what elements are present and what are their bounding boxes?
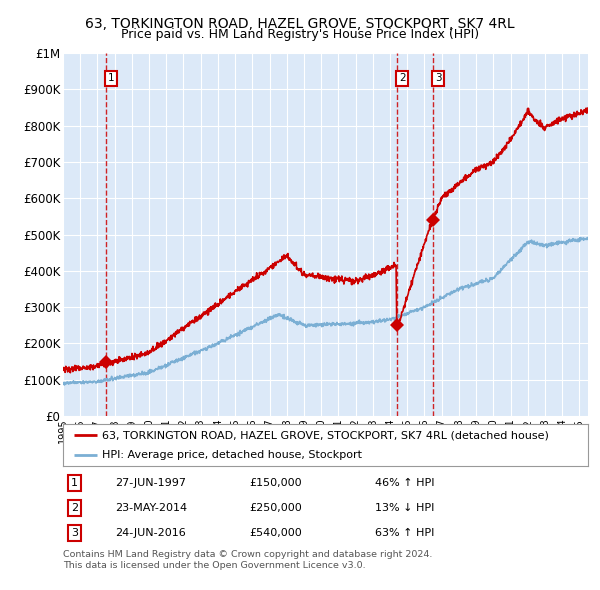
Text: 2: 2: [71, 503, 78, 513]
Text: 2: 2: [399, 74, 406, 84]
Text: Price paid vs. HM Land Registry's House Price Index (HPI): Price paid vs. HM Land Registry's House …: [121, 28, 479, 41]
Text: HPI: Average price, detached house, Stockport: HPI: Average price, detached house, Stoc…: [103, 450, 362, 460]
Text: This data is licensed under the Open Government Licence v3.0.: This data is licensed under the Open Gov…: [63, 560, 365, 569]
Text: £540,000: £540,000: [250, 528, 302, 538]
Text: 3: 3: [435, 74, 442, 84]
Text: 24-JUN-2016: 24-JUN-2016: [115, 528, 186, 538]
Text: 63, TORKINGTON ROAD, HAZEL GROVE, STOCKPORT, SK7 4RL (detached house): 63, TORKINGTON ROAD, HAZEL GROVE, STOCKP…: [103, 430, 549, 440]
Text: £150,000: £150,000: [250, 478, 302, 488]
Text: 13% ↓ HPI: 13% ↓ HPI: [376, 503, 435, 513]
Text: £250,000: £250,000: [250, 503, 302, 513]
Text: 63% ↑ HPI: 63% ↑ HPI: [376, 528, 435, 538]
Text: 46% ↑ HPI: 46% ↑ HPI: [376, 478, 435, 488]
Text: 27-JUN-1997: 27-JUN-1997: [115, 478, 187, 488]
Text: 1: 1: [71, 478, 78, 488]
Text: 63, TORKINGTON ROAD, HAZEL GROVE, STOCKPORT, SK7 4RL: 63, TORKINGTON ROAD, HAZEL GROVE, STOCKP…: [85, 17, 515, 31]
Text: 1: 1: [108, 74, 115, 84]
Text: 23-MAY-2014: 23-MAY-2014: [115, 503, 188, 513]
Text: 3: 3: [71, 528, 78, 538]
Text: Contains HM Land Registry data © Crown copyright and database right 2024.: Contains HM Land Registry data © Crown c…: [63, 550, 433, 559]
